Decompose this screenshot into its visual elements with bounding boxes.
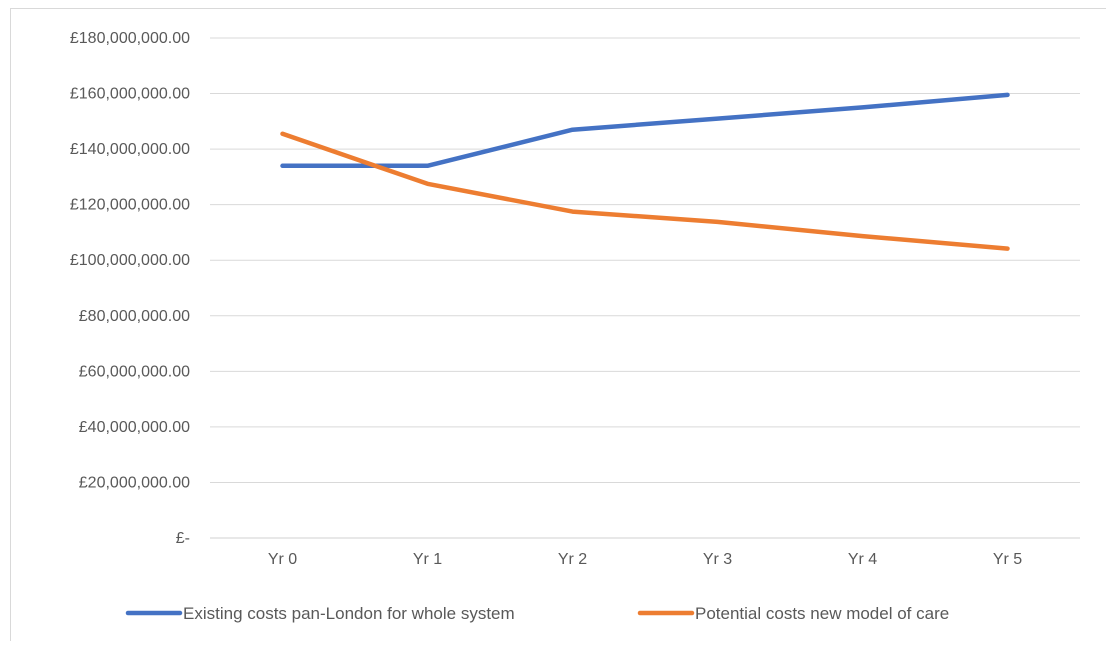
- x-axis-ticks: Yr 0 Yr 1 Yr 2 Yr 3 Yr 4 Yr 5: [268, 551, 1022, 568]
- y-tick-label: £100,000,000.00: [70, 252, 190, 269]
- gridlines: [210, 37, 1080, 539]
- legend-label-1: Existing costs pan-London for whole syst…: [183, 604, 515, 623]
- series-line-2: [280, 131, 1010, 251]
- y-tick-label: £140,000,000.00: [70, 141, 190, 158]
- series-lines: [280, 92, 1010, 251]
- y-tick-label: £40,000,000.00: [79, 419, 190, 436]
- y-tick-label: £180,000,000.00: [70, 30, 190, 47]
- x-tick-label: Yr 1: [413, 551, 442, 568]
- y-tick-label: £-: [176, 530, 190, 547]
- y-tick-label: £120,000,000.00: [70, 197, 190, 214]
- legend: Existing costs pan-London for whole syst…: [125, 604, 949, 623]
- chart-frame: [10, 8, 1106, 641]
- y-tick-label: £20,000,000.00: [79, 474, 190, 491]
- series-line-1: [280, 92, 1010, 169]
- x-tick-label: Yr 2: [558, 551, 587, 568]
- x-tick-label: Yr 0: [268, 551, 297, 568]
- y-axis-ticks: £- £20,000,000.00 £40,000,000.00 £60,000,00…: [70, 30, 190, 547]
- y-tick-label: £60,000,000.00: [79, 363, 190, 380]
- x-tick-label: Yr 4: [848, 551, 877, 568]
- y-tick-label: £80,000,000.00: [79, 308, 190, 325]
- legend-label-2: Potential costs new model of care: [695, 604, 949, 623]
- y-tick-label: £160,000,000.00: [70, 86, 190, 103]
- x-tick-label: Yr 3: [703, 551, 732, 568]
- x-tick-label: Yr 5: [993, 551, 1022, 568]
